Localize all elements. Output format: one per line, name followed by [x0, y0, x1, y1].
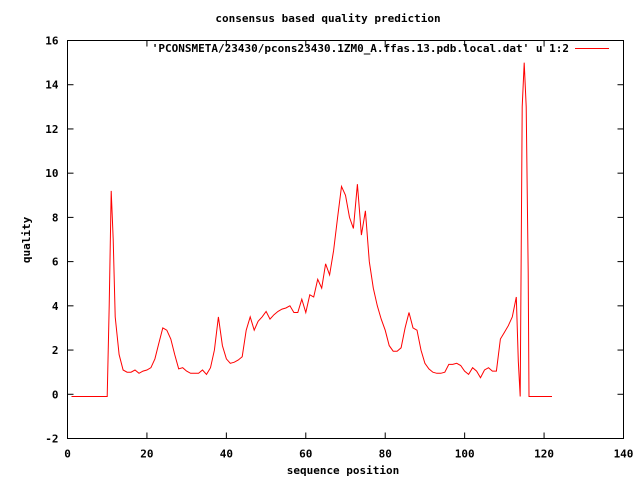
x-tick-label: 140 [614, 448, 634, 461]
y-tick-label: 0 [52, 388, 59, 401]
y-axis-label: quality [20, 216, 33, 263]
y-tick-label: 10 [45, 167, 58, 180]
x-tick-label: 120 [534, 448, 554, 461]
y-tick-label: -2 [45, 433, 58, 446]
legend-label: 'PCONSMETA/23430/pcons23430.1ZM0_A.ffas.… [152, 42, 569, 55]
y-tick-label: 6 [52, 256, 59, 269]
y-tick-label: 2 [52, 344, 59, 357]
x-tick-label: 20 [140, 448, 153, 461]
x-tick-label: 80 [379, 448, 392, 461]
x-tick-label: 40 [220, 448, 233, 461]
plot-frame [67, 40, 624, 439]
series-line-quality [71, 62, 552, 397]
y-tick-label: 4 [52, 300, 59, 313]
x-tick-label: 100 [455, 448, 475, 461]
y-tick-label: 14 [45, 79, 59, 92]
axis-ticks [67, 40, 624, 439]
x-tick-label: 0 [64, 448, 71, 461]
y-tick-label: 16 [45, 35, 59, 48]
y-tick-label: 12 [45, 123, 58, 136]
x-tick-label: 60 [299, 448, 312, 461]
chart-title: consensus based quality prediction [215, 12, 440, 25]
x-axis-label: sequence position [287, 464, 400, 477]
tick-labels: 0 20 40 60 80 100 120 140 -2 0 2 4 6 8 10 12 14 16 [45, 35, 633, 461]
y-tick-label: 8 [52, 211, 59, 224]
